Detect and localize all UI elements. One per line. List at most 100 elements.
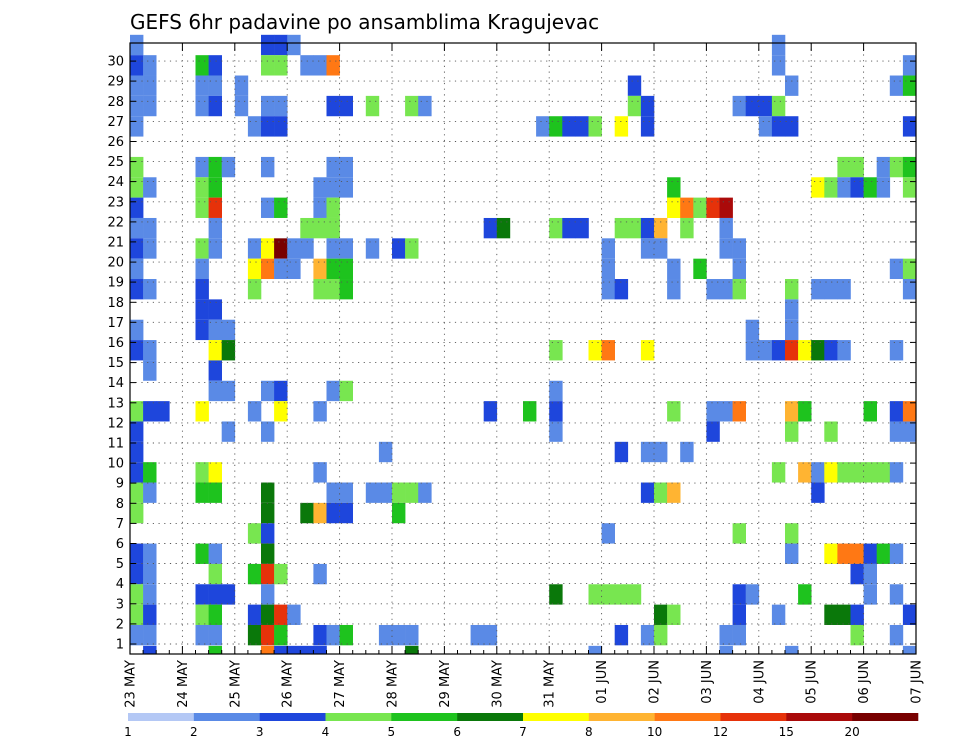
precip-cell <box>667 258 681 280</box>
precip-cell <box>405 645 419 654</box>
y-tick-label: 3 <box>116 597 124 612</box>
precip-cell <box>208 55 222 76</box>
x-tick-label: 23 MAY <box>124 660 139 708</box>
precip-cell <box>208 563 222 585</box>
precip-cell <box>850 624 864 646</box>
precip-cell <box>405 482 419 503</box>
x-tick-label: 03 JUN <box>700 660 715 704</box>
precip-cell <box>274 380 288 402</box>
precip-cell <box>837 543 851 564</box>
precip-cell <box>339 380 353 402</box>
precip-cell <box>811 482 825 503</box>
precip-cell <box>143 279 157 300</box>
precip-cell <box>863 177 877 198</box>
precip-cell <box>339 624 353 646</box>
precip-cell <box>143 238 157 259</box>
precip-cell <box>771 95 786 117</box>
precip-cell <box>758 340 773 361</box>
precip-cell <box>234 95 249 117</box>
precip-cell <box>195 156 209 178</box>
precip-cell <box>706 279 720 300</box>
precip-cell <box>405 624 419 646</box>
precip-cell <box>483 401 498 422</box>
precip-cell <box>221 156 236 178</box>
precip-cell <box>719 645 733 654</box>
precip-cell <box>889 624 904 646</box>
precip-cell <box>863 462 877 483</box>
precip-cell <box>902 645 917 654</box>
precip-cell <box>785 75 799 96</box>
precip-cell <box>326 95 340 117</box>
precip-cell <box>863 584 877 605</box>
y-tick-label: 20 <box>107 256 124 271</box>
precip-cell <box>614 441 629 463</box>
precip-cell <box>627 75 642 96</box>
precip-cell <box>850 543 864 564</box>
precip-cell <box>261 645 275 654</box>
legend-swatch <box>588 713 655 721</box>
precip-cell <box>261 624 275 646</box>
precip-cell <box>130 258 144 280</box>
precip-cell <box>902 55 917 76</box>
precip-cell <box>706 401 720 422</box>
precip-cell <box>811 279 825 300</box>
y-tick-label: 4 <box>116 577 124 592</box>
precip-cell <box>274 401 288 422</box>
precip-cell <box>261 482 275 503</box>
precip-cell <box>261 604 275 625</box>
y-tick-label: 14 <box>107 376 124 391</box>
precip-cell <box>837 462 851 483</box>
y-tick-label: 26 <box>107 135 124 150</box>
precip-cell <box>130 604 144 625</box>
precip-cell <box>614 279 629 300</box>
precip-cell <box>261 502 275 524</box>
precip-cell <box>287 604 301 625</box>
precip-cell <box>195 319 209 341</box>
precip-cell <box>313 401 327 422</box>
precip-cell <box>549 584 563 605</box>
precip-cell <box>392 624 406 646</box>
legend-swatch <box>193 713 260 721</box>
precip-cell <box>876 462 891 483</box>
precip-cell <box>889 421 904 442</box>
precip-cell <box>313 177 327 198</box>
precip-cell <box>785 340 799 361</box>
legend-label: 20 <box>845 725 860 739</box>
precip-cell <box>811 340 825 361</box>
precip-cell <box>483 624 498 646</box>
precip-cell <box>654 624 668 646</box>
y-tick-label: 11 <box>107 437 124 452</box>
legend-label: 7 <box>519 725 527 739</box>
x-tick-label: 27 MAY <box>333 660 348 708</box>
precip-cell <box>130 482 144 503</box>
precip-cell <box>208 624 222 646</box>
precip-cell <box>902 116 917 137</box>
precip-cell <box>785 401 799 422</box>
x-tick-label: 06 JUN <box>857 660 872 704</box>
precip-cell <box>601 238 615 259</box>
precip-cell <box>785 279 799 300</box>
precip-cell <box>143 462 157 483</box>
precip-cell <box>824 462 838 483</box>
precip-cell <box>732 624 746 646</box>
precip-cell <box>785 645 799 654</box>
precip-cell <box>261 55 275 76</box>
precip-cell <box>719 279 733 300</box>
precip-cell <box>313 563 327 585</box>
precip-cell <box>247 279 262 300</box>
precip-cell <box>274 258 288 280</box>
precip-cell <box>798 584 812 605</box>
precip-cell <box>130 502 144 524</box>
precip-cell <box>313 258 327 280</box>
y-tick-label: 23 <box>107 195 124 210</box>
y-tick-label: 30 <box>107 55 124 70</box>
precip-cell <box>313 279 327 300</box>
precip-cell <box>130 462 144 483</box>
precip-cell <box>339 156 353 178</box>
precip-cell <box>601 279 615 300</box>
precip-cell <box>824 340 838 361</box>
precip-cell <box>863 401 877 422</box>
y-tick-label: 29 <box>107 75 124 90</box>
precip-cell <box>863 543 877 564</box>
precip-cell <box>247 401 262 422</box>
